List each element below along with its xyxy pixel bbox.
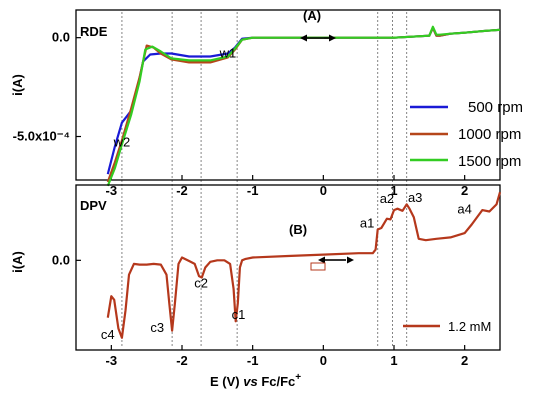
panel-a-xtick-label-3: 0 <box>320 183 327 198</box>
panel-b-annotation-a4: a4 <box>457 202 471 217</box>
panel-b-xtick-label-0: -3 <box>106 353 118 368</box>
legend-label-1500: 1500 rpm <box>458 153 521 170</box>
panel-b-xlabel: E (V) vs Fc/Fc+ <box>210 372 301 389</box>
panel-a-method-label: RDE <box>80 24 108 39</box>
panel-a-frame <box>75 9 501 181</box>
xlabel-e-part: E (V) <box>210 374 243 389</box>
panel-a-series: w1 w2 <box>106 25 501 187</box>
panel-b-series-0 <box>106 191 502 339</box>
panel-a-series-2 <box>106 25 501 187</box>
panel-b-annotation-c4: c4 <box>101 327 115 342</box>
panel-b-legend: 1.2 mM <box>403 319 491 334</box>
panel-b-xtick-label-4: 1 <box>390 353 397 368</box>
panel-a-legend: 500 rpm 1000 rpm 1500 rpm <box>410 99 523 170</box>
panel-b-frame <box>75 184 501 351</box>
panel-b-xtick-label-5: 2 <box>461 353 468 368</box>
panel-b-xtick-label-1: -2 <box>176 353 188 368</box>
panel-a-ytick-label-1: -5.0x10⁻⁴ <box>13 129 70 144</box>
panel-b-annotation-a2: a2 <box>380 191 394 206</box>
xlabel-plus: + <box>295 372 301 383</box>
panel-b-annotation-a1: a1 <box>360 215 374 230</box>
panel-b-annotation-c3: c3 <box>150 320 164 335</box>
panel-b-annotation-c2: c2 <box>194 276 208 291</box>
panel-a-ylabel: i(A) <box>10 74 25 96</box>
panel-b-label: (B) <box>289 222 307 237</box>
panel-a-label: (A) <box>303 8 321 23</box>
panel-a-series-0 <box>106 26 501 175</box>
legend-label-500: 500 rpm <box>468 99 523 116</box>
panel-b-ytick-label-0: 0.0 <box>52 252 70 267</box>
panel-a-xtick-label-2: -1 <box>247 183 259 198</box>
panel-a-xtick-label-5: 2 <box>461 183 468 198</box>
panel-b-annotation-c1: c1 <box>232 307 246 322</box>
legend-label-dpv: 1.2 mM <box>448 319 491 334</box>
panel-b-axes: -3 -2 -1 0 1 2 0.0 <box>52 184 501 368</box>
panel-a-annotation-w1: w1 <box>219 45 237 60</box>
panel-b-method-label: DPV <box>80 198 107 213</box>
panel-a-xtick-label-4: 1 <box>390 183 397 198</box>
panel-a-xtick-label-1: -2 <box>176 183 188 198</box>
panel-a-xtick-label-0: -3 <box>106 183 118 198</box>
panel-b-dpv: -3 -2 -1 0 1 2 0.0 c4 c3 c2 c1 a1 a2 a3 a4 DPV (B) i(… <box>10 184 502 389</box>
legend-label-1000: 1000 rpm <box>458 126 521 143</box>
panel-a-annotation-w2: w2 <box>113 134 131 149</box>
xlabel-ref-part: Fc/Fc <box>258 374 296 389</box>
xlabel-vs-part: vs <box>243 374 257 389</box>
panel-b-annotation-a3: a3 <box>408 190 422 205</box>
panel-a-ytick-label-0: 0.0 <box>52 30 70 45</box>
panel-b-xtick-label-3: 0 <box>320 353 327 368</box>
panel-a-sweep-arrows <box>300 34 336 42</box>
panel-a-axes: -3 -2 -1 0 1 2 0.0 -5.0x10⁻⁴ <box>13 9 501 198</box>
panel-b-sweep-arrows <box>310 256 354 271</box>
panel-b-xtick-label-2: -1 <box>247 353 259 368</box>
panel-b-ylabel: i(A) <box>10 251 25 273</box>
panel-b-series: c4 c3 c2 c1 a1 a2 a3 a4 <box>101 190 502 342</box>
